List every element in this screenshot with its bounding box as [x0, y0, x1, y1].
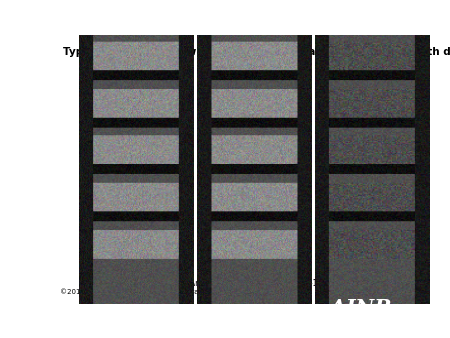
- Text: Type 1 pedicle marrow signal intensity changes associated with degenerative face: Type 1 pedicle marrow signal intensity c…: [63, 47, 450, 57]
- Text: ©2011 by American Society of Neuroradiology: ©2011 by American Society of Neuroradiol…: [60, 288, 224, 295]
- Text: AJNR: AJNR: [330, 298, 392, 318]
- Text: B. Borg et al. AJNR Am J Neuroradiol 2011;32:1624-1631: B. Borg et al. AJNR Am J Neuroradiol 201…: [117, 279, 332, 288]
- Text: AMERICAN JOURNAL OF NEURORADIOLOGY: AMERICAN JOURNAL OF NEURORADIOLOGY: [315, 325, 408, 329]
